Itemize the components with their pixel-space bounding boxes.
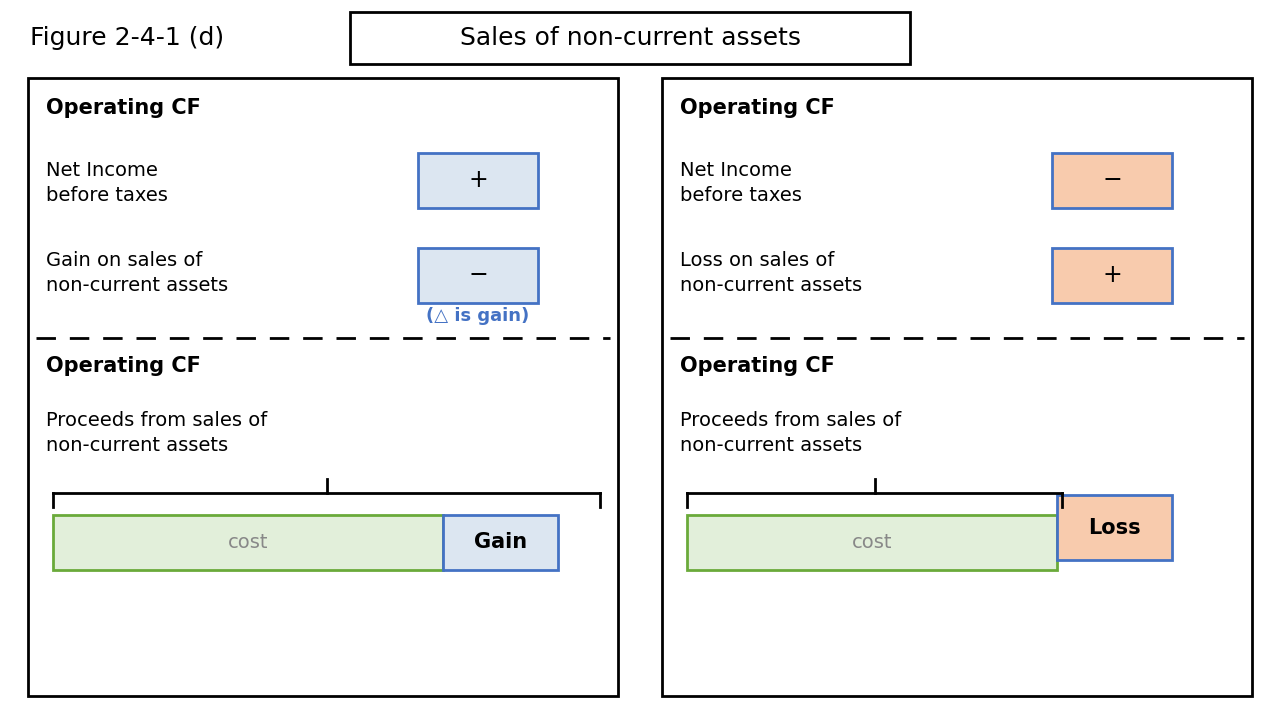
Text: Net Income
before taxes: Net Income before taxes xyxy=(680,161,801,205)
Text: cost: cost xyxy=(228,533,269,552)
Bar xyxy=(1057,495,1172,560)
Text: Operating CF: Operating CF xyxy=(46,356,201,376)
Bar xyxy=(349,12,910,64)
Text: Gain on sales of
non-current assets: Gain on sales of non-current assets xyxy=(46,251,228,295)
Text: Sales of non-current assets: Sales of non-current assets xyxy=(460,26,800,50)
Bar xyxy=(687,515,1057,570)
Bar xyxy=(52,515,443,570)
Bar xyxy=(419,153,538,208)
Bar xyxy=(1052,153,1172,208)
Text: +: + xyxy=(1102,263,1121,287)
Bar xyxy=(1052,248,1172,303)
Text: +: + xyxy=(468,168,488,192)
Text: Gain: Gain xyxy=(474,533,527,552)
Text: Proceeds from sales of
non-current assets: Proceeds from sales of non-current asset… xyxy=(680,411,901,455)
Text: Loss: Loss xyxy=(1088,518,1140,538)
Text: (△ is gain): (△ is gain) xyxy=(426,307,530,325)
Text: Operating CF: Operating CF xyxy=(46,98,201,118)
Text: −: − xyxy=(468,263,488,287)
Text: Loss on sales of
non-current assets: Loss on sales of non-current assets xyxy=(680,251,863,295)
Text: Figure 2-4-1 (d): Figure 2-4-1 (d) xyxy=(29,26,224,50)
Text: Proceeds from sales of
non-current assets: Proceeds from sales of non-current asset… xyxy=(46,411,268,455)
Bar xyxy=(419,248,538,303)
Bar xyxy=(443,515,558,570)
Text: Operating CF: Operating CF xyxy=(680,356,835,376)
Text: Operating CF: Operating CF xyxy=(680,98,835,118)
Bar xyxy=(28,78,618,696)
Bar xyxy=(662,78,1252,696)
Text: Net Income
before taxes: Net Income before taxes xyxy=(46,161,168,205)
Text: −: − xyxy=(1102,168,1121,192)
Text: cost: cost xyxy=(851,533,892,552)
